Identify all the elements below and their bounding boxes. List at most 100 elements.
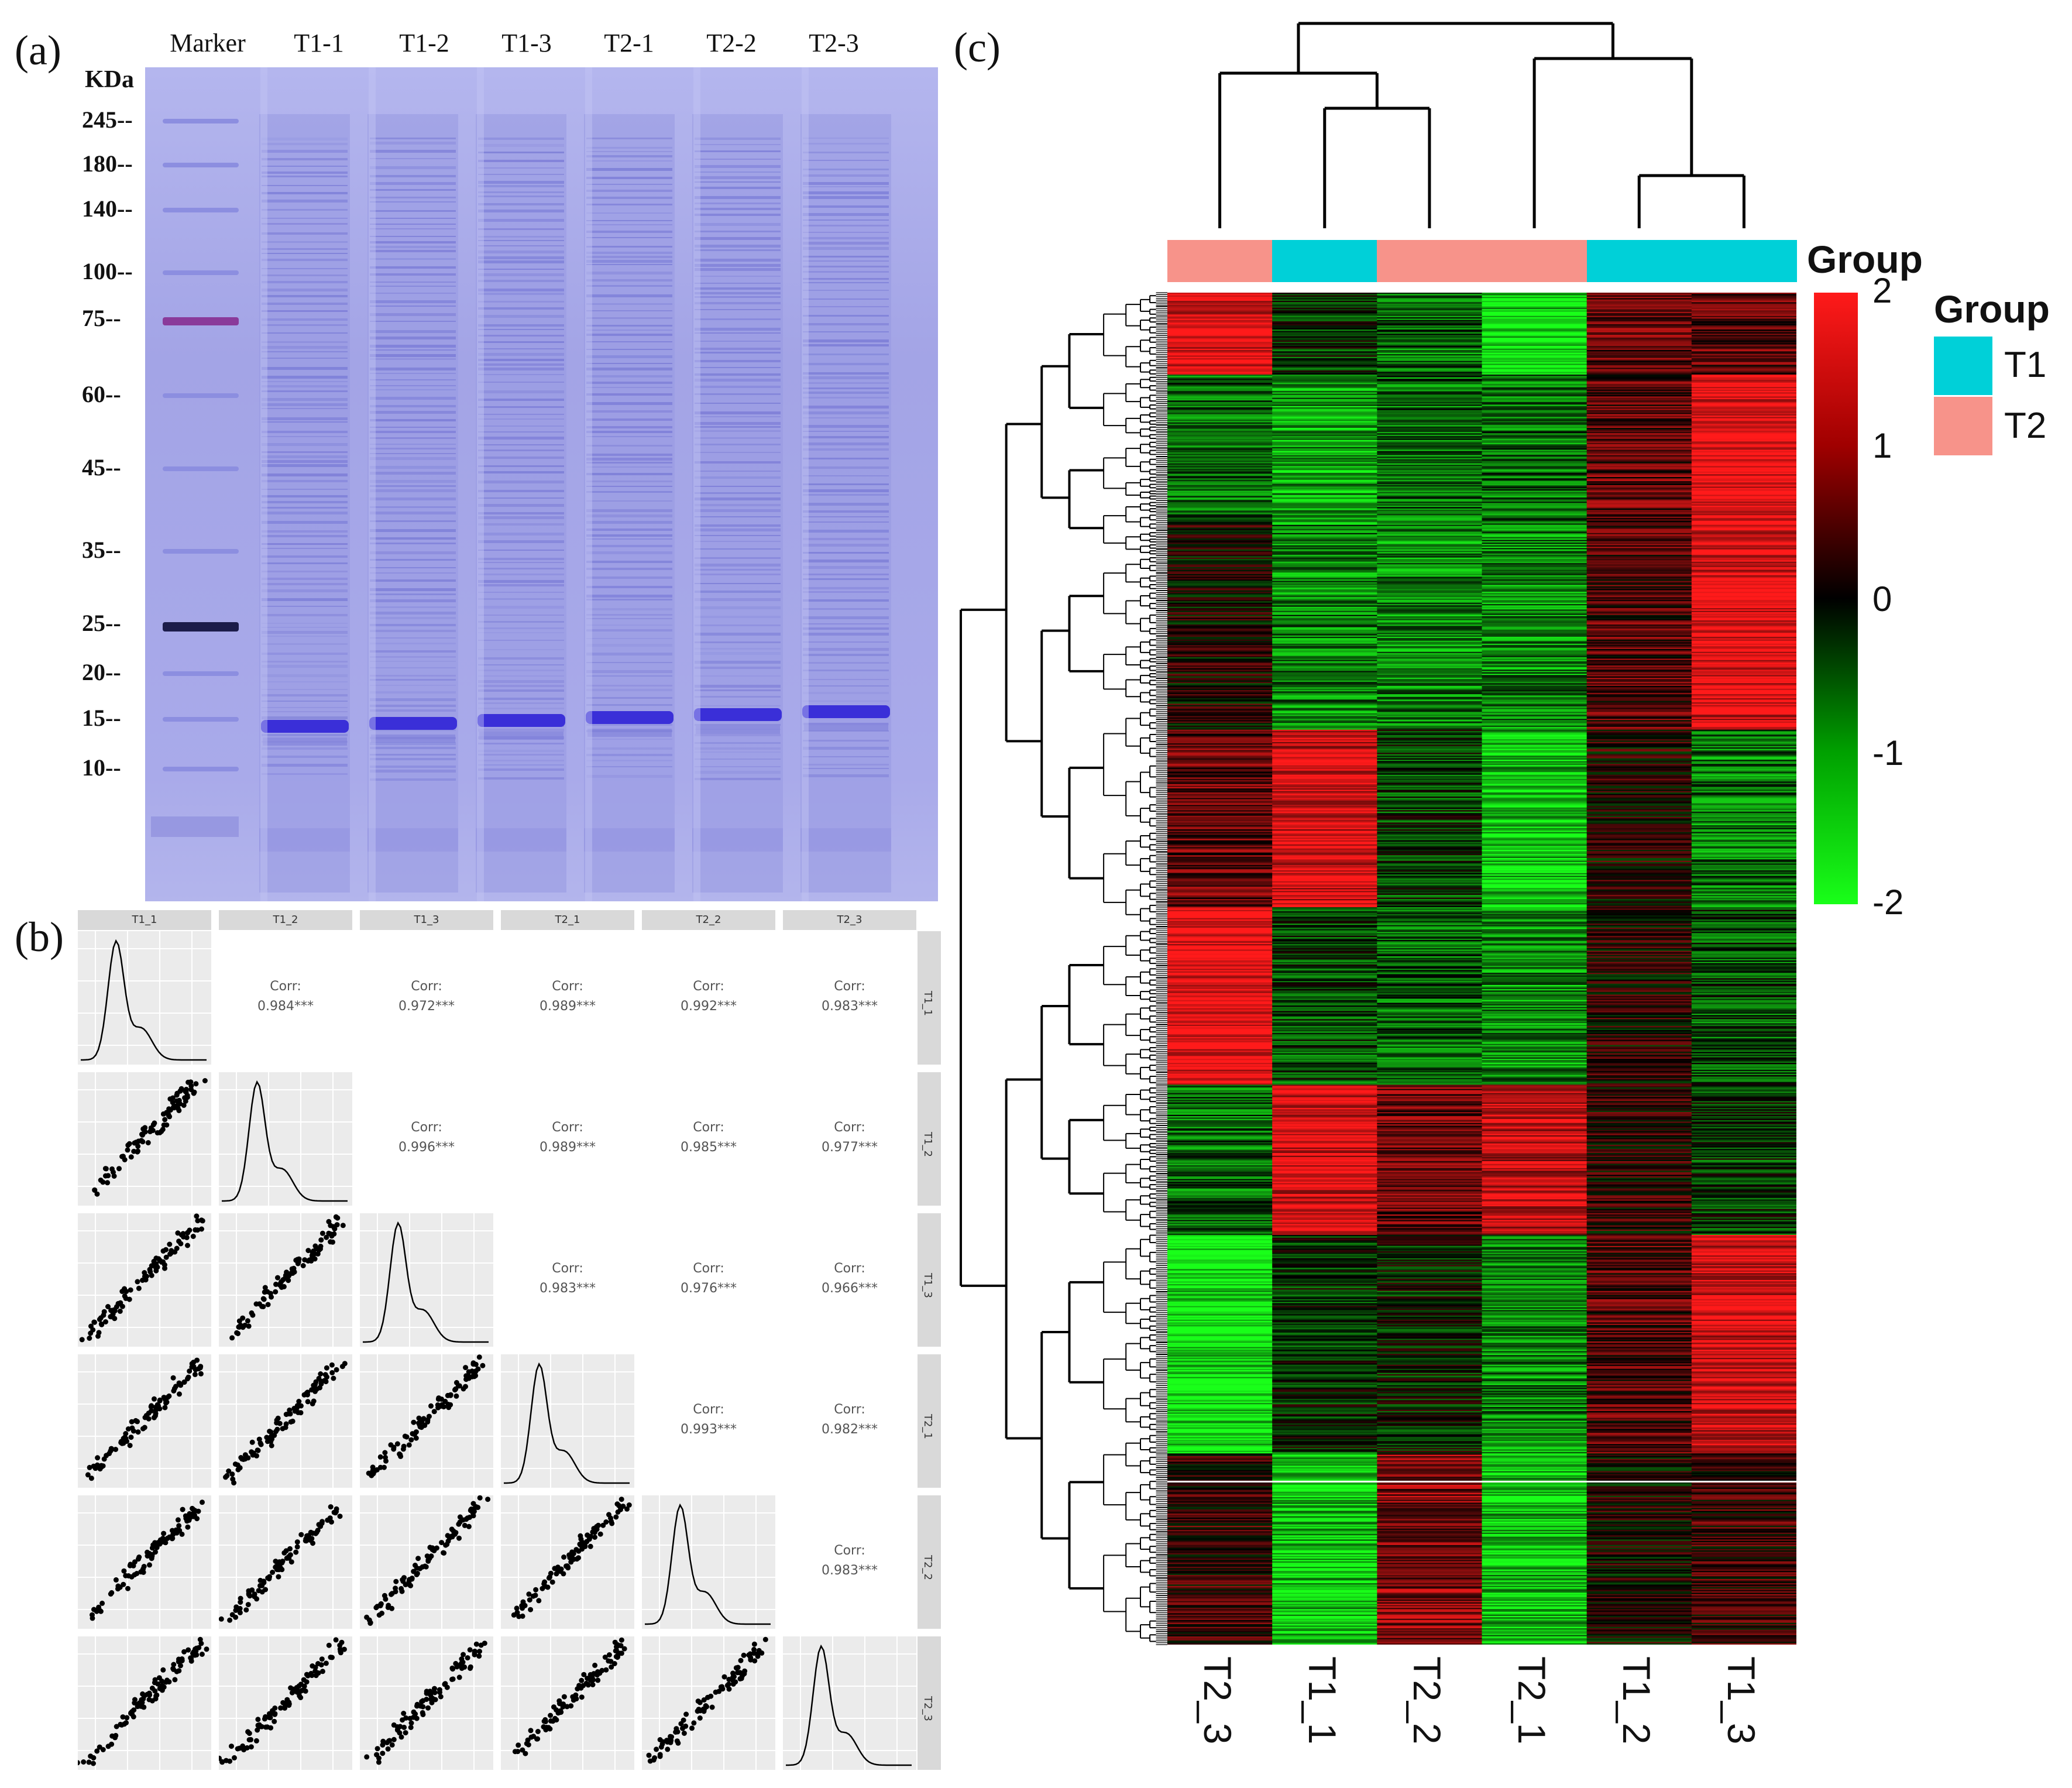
corr-label: Corr:	[552, 1120, 583, 1135]
scatter-plot	[78, 1072, 211, 1206]
density-curve	[786, 1644, 912, 1766]
pairs-corr-cell: Corr: 0.983***	[783, 1495, 916, 1629]
heatmap-row-block	[1167, 1235, 1797, 1454]
pairs-corr-cell: Corr: 0.983***	[501, 1213, 634, 1347]
ladder-band	[163, 622, 239, 632]
group-strip-cell	[1586, 240, 1692, 282]
colorbar-tick: -2	[1872, 883, 1904, 922]
scatter-plot	[501, 1495, 634, 1629]
scatter-points	[511, 1497, 632, 1619]
ladder-band	[163, 717, 239, 722]
pairs-corr-cell: Corr: 0.992***	[642, 931, 775, 1065]
scatter-points	[364, 1495, 491, 1626]
legend-swatch-t2	[1934, 397, 1992, 455]
corr-label: Corr:	[834, 1543, 865, 1558]
gel-main-band	[261, 720, 349, 733]
pairs-scatter-cell	[501, 1495, 634, 1629]
density-plot	[360, 1213, 493, 1347]
corr-value: 0.977***	[822, 1140, 878, 1155]
ladder-band	[163, 119, 239, 123]
heatmap-row-block	[1167, 1085, 1797, 1236]
corr-value: 0.989***	[540, 1140, 596, 1155]
pairs-row-strip: T2_2	[918, 1495, 941, 1629]
corr-value: 0.983***	[822, 1563, 878, 1578]
scatter-points	[646, 1636, 768, 1764]
heatmap-row-block	[1167, 375, 1797, 526]
pairs-corr-cell: Corr: 0.966***	[783, 1213, 916, 1347]
scatter-plot	[78, 1354, 211, 1488]
corr-label: Corr:	[693, 979, 724, 994]
corr-value: 0.966***	[822, 1281, 878, 1296]
legend-label-t2: T2	[2004, 406, 2047, 446]
gel-main-band	[369, 717, 457, 730]
gel-sample-lanes	[259, 67, 891, 901]
pairs-scatter-cell	[219, 1354, 352, 1488]
panel-label-a: (a)	[15, 27, 61, 74]
density-curve	[504, 1362, 630, 1484]
gel-marker-label: 100--	[82, 258, 133, 284]
scatter-plot	[218, 1495, 352, 1629]
scatter-plot	[501, 1636, 634, 1770]
pairs-density-cell	[783, 1636, 916, 1770]
heatmap-trees	[960, 22, 1745, 1645]
ladder-band	[163, 270, 239, 275]
scatter-points	[85, 1357, 204, 1481]
gel-lane	[800, 67, 891, 901]
scatter-points	[79, 1213, 205, 1343]
pairs-scatter-cell	[78, 1354, 211, 1488]
density-plot	[642, 1495, 775, 1629]
heatmap-column-label: T2_1	[1510, 1656, 1554, 1745]
scatter-plot	[219, 1354, 352, 1488]
scatter-points	[364, 1641, 487, 1765]
pairs-row-strip: T1_3	[918, 1213, 941, 1347]
colorbar-tick: 0	[1872, 579, 1892, 619]
corr-value: 0.972***	[398, 999, 455, 1014]
gel-marker-label: 245--	[82, 107, 133, 133]
legend-label-t1: T1	[2004, 345, 2047, 385]
pairs-scatter-cell	[360, 1636, 493, 1770]
gel-ladder	[151, 119, 239, 837]
corr-label: Corr:	[552, 1261, 583, 1276]
pairs-corr-cell: Corr: 0.982***	[783, 1354, 916, 1488]
corr-label: Corr:	[834, 1120, 865, 1135]
heatmap-row-block	[1167, 293, 1797, 375]
pairs-corr-cell: Corr: 0.996***	[360, 1072, 493, 1206]
density-curve	[645, 1503, 771, 1625]
scatter-plot	[642, 1636, 775, 1770]
gel-marker-label: 60--	[82, 381, 121, 407]
legend-swatch-t1	[1934, 337, 1992, 395]
panel-label-c: (c)	[954, 24, 1001, 71]
row-dendrogram	[960, 292, 1167, 1645]
scatter-plot	[219, 1213, 352, 1347]
gel-lane	[476, 67, 566, 901]
ladder-band	[163, 208, 239, 212]
colorbar-tick: 1	[1872, 426, 1892, 465]
gel-marker-label: 180--	[82, 150, 133, 177]
heatmap-column-label: T2_2	[1405, 1656, 1449, 1745]
pairs-corr-cell: Corr: 0.984***	[219, 931, 352, 1065]
pairs-scatter-cell	[360, 1354, 493, 1488]
gel-lane-header: T2-3	[809, 29, 859, 57]
colorbar-tick: -1	[1872, 733, 1904, 773]
corr-label: Corr:	[411, 979, 442, 994]
pairs-column-strip: T2_3	[783, 910, 916, 930]
heatmap-column-label: T1_1	[1300, 1656, 1344, 1745]
pairs-row-strip: T1_2	[918, 1072, 941, 1206]
pairs-density-cell	[360, 1213, 493, 1347]
gel-marker-label: 15--	[82, 705, 121, 731]
gel-marker-label: 10--	[82, 754, 121, 781]
scatter-points	[229, 1214, 346, 1341]
pairs-scatter-cell	[360, 1495, 493, 1629]
scatter-points	[366, 1354, 486, 1478]
group-strip-cell	[1272, 240, 1378, 282]
gel-lane-header: T2-2	[706, 29, 757, 57]
heatmap-row-block	[1167, 729, 1797, 908]
colorbar	[1814, 293, 1858, 904]
heatmap-column-label: T1_3	[1720, 1656, 1764, 1745]
pairs-scatter-cell	[74, 1636, 211, 1770]
group-strip-cell	[1691, 240, 1797, 282]
pairs-corr-cell: Corr: 0.989***	[501, 1072, 634, 1206]
gel-main-band	[477, 714, 565, 727]
pairs-scatter-cell	[217, 1636, 352, 1770]
gel-lane	[584, 67, 675, 901]
